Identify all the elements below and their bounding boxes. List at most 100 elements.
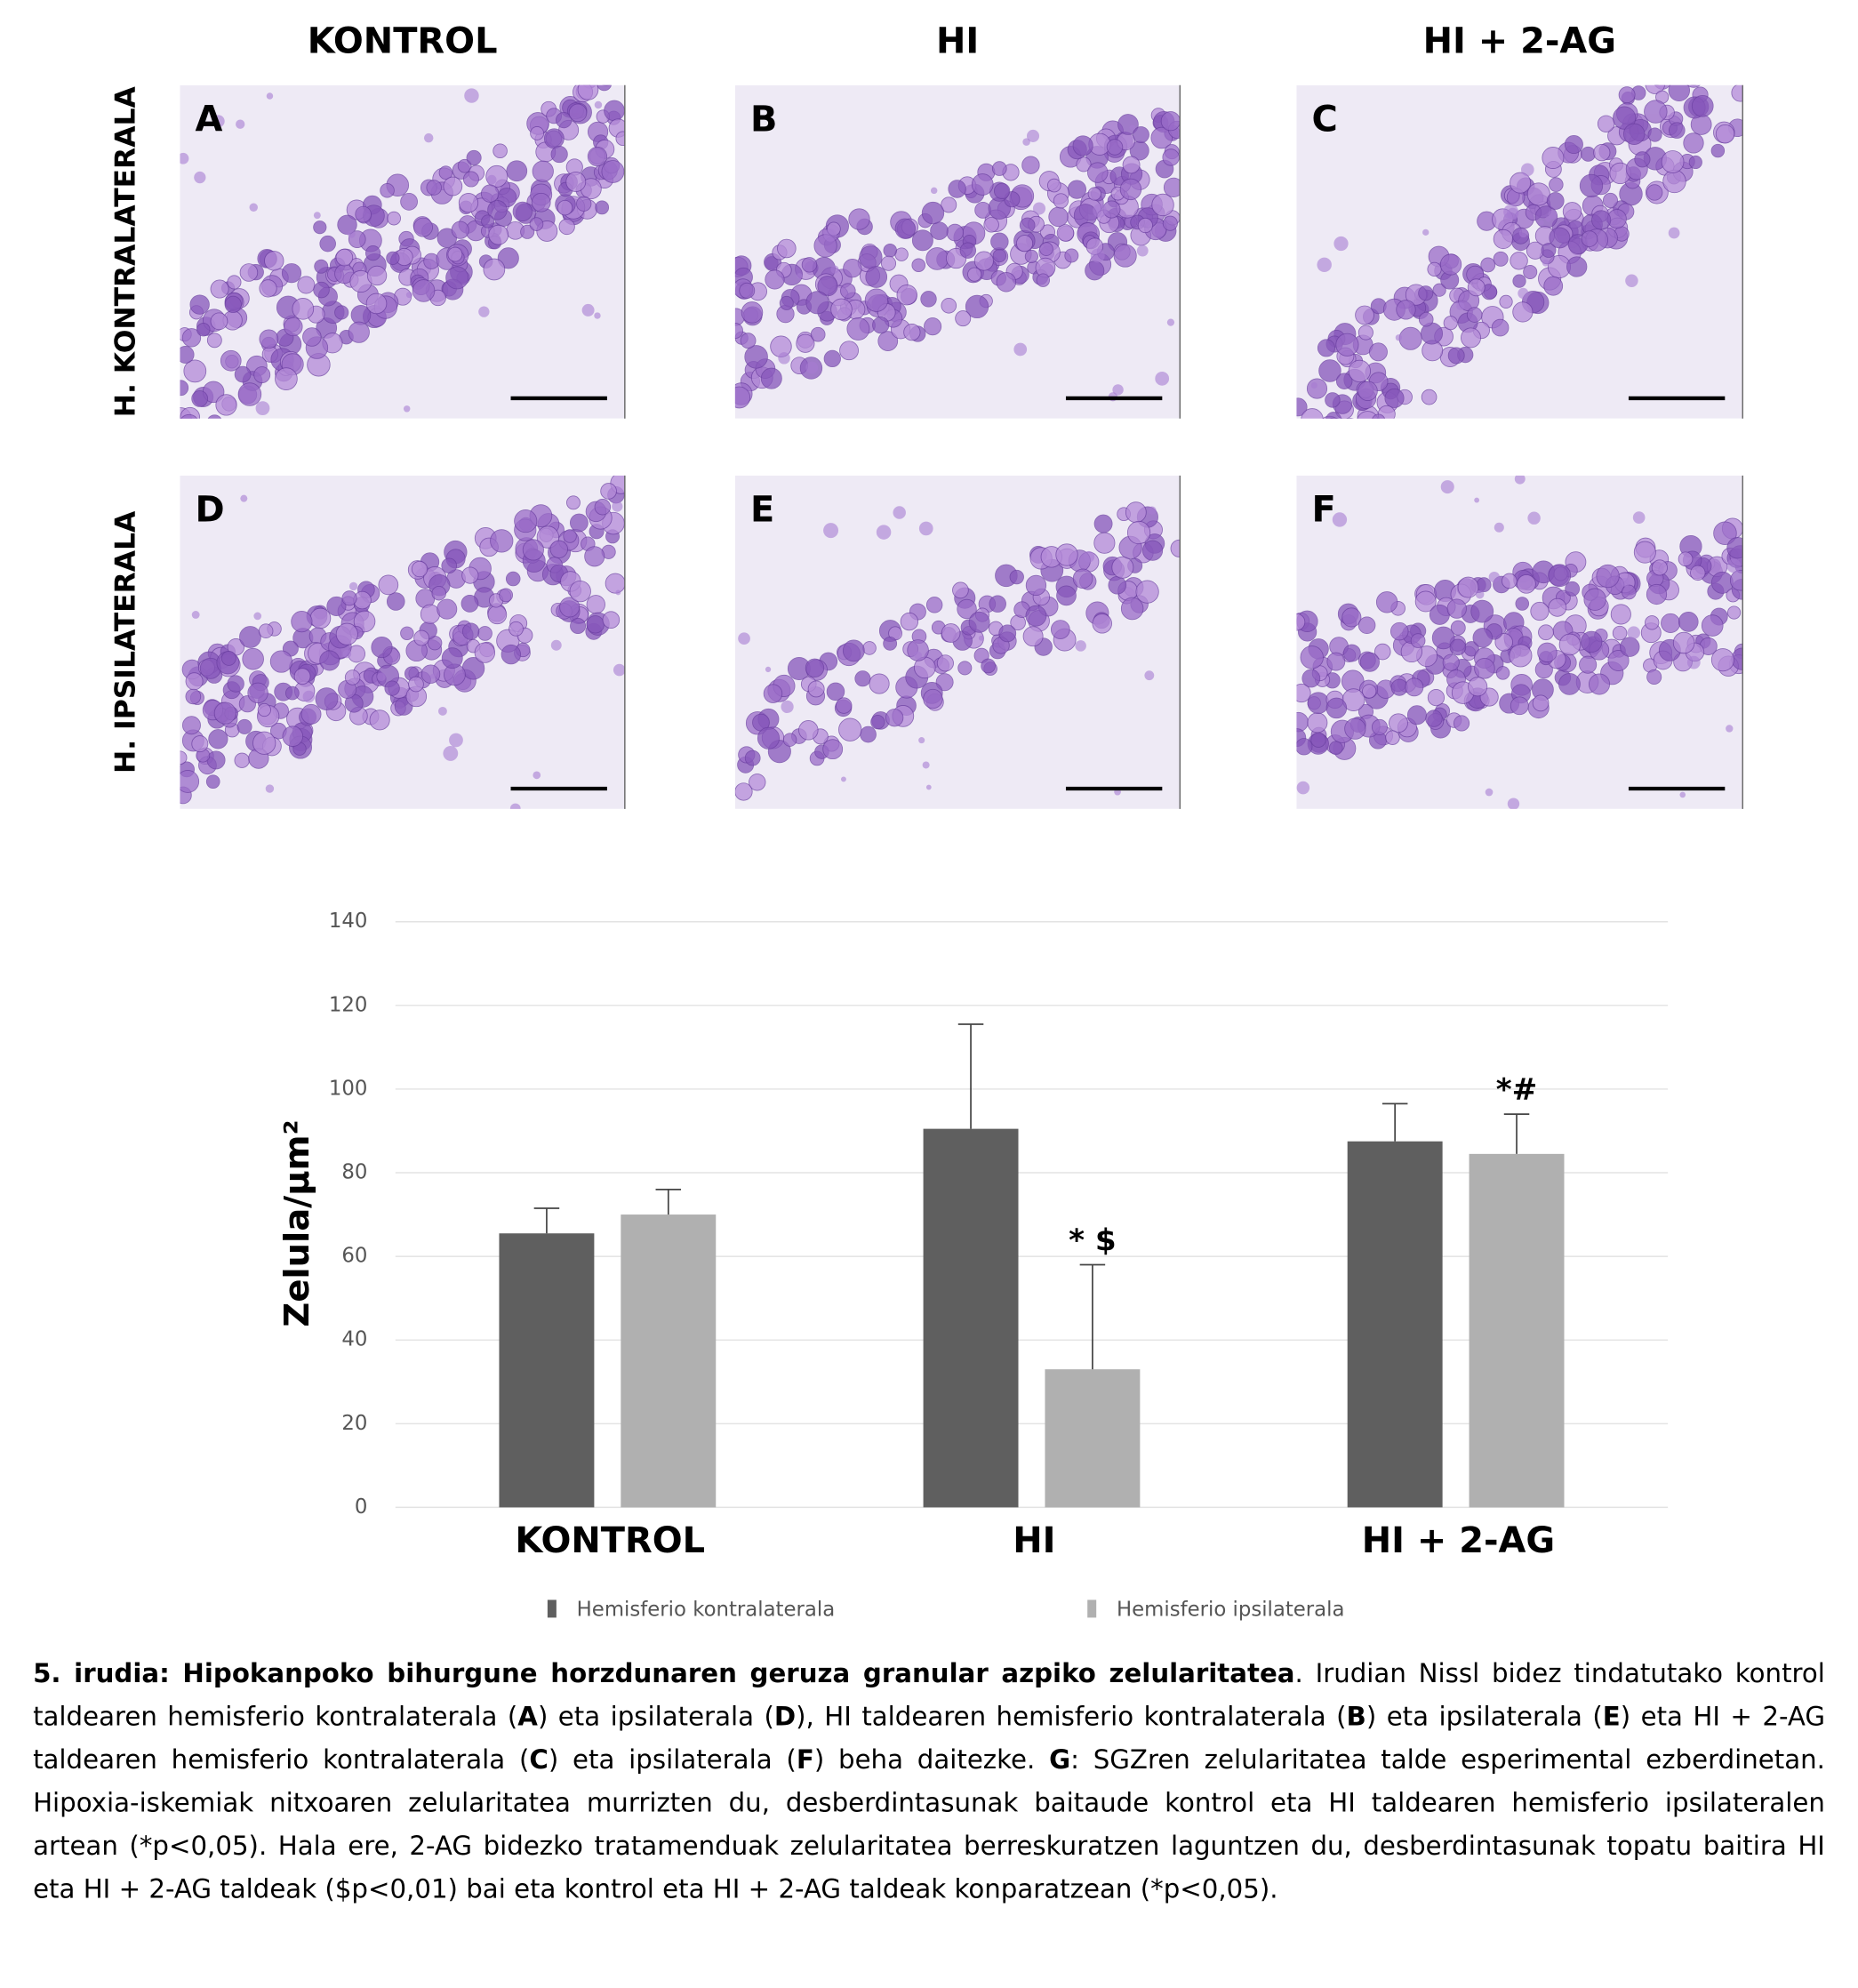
cell — [227, 275, 242, 290]
cell — [1357, 381, 1378, 402]
cell — [823, 228, 837, 242]
cell — [587, 146, 608, 167]
cell — [1333, 236, 1349, 252]
cell — [1515, 597, 1530, 611]
cell — [1056, 224, 1075, 242]
cell — [957, 598, 977, 620]
cell — [1306, 457, 1328, 479]
cell — [1368, 342, 1388, 362]
cell — [208, 729, 228, 750]
cell — [1443, 316, 1458, 331]
cell — [978, 635, 984, 641]
cell — [777, 238, 797, 259]
micrograph — [1296, 475, 1743, 809]
cell — [1013, 342, 1028, 357]
cell — [210, 312, 228, 331]
caption-run: ) beha daitezke. — [813, 1744, 1050, 1776]
cell — [1690, 565, 1706, 581]
cell — [1493, 251, 1509, 267]
cell — [205, 774, 220, 790]
cell — [1491, 318, 1510, 337]
cell — [377, 672, 386, 682]
cell — [566, 495, 581, 510]
cell — [1644, 100, 1668, 124]
cell — [1318, 359, 1341, 382]
cell — [1494, 522, 1504, 533]
cell — [734, 782, 753, 801]
y-tick-label: 100 — [329, 1077, 368, 1100]
significance-label: *# — [1496, 1072, 1538, 1108]
cell — [1627, 626, 1640, 639]
cell — [258, 623, 274, 638]
cell — [1373, 643, 1391, 661]
cell — [597, 84, 612, 92]
cell — [264, 251, 284, 271]
cell — [210, 279, 229, 299]
cell — [1317, 257, 1332, 273]
cell — [615, 131, 625, 147]
cell — [1093, 204, 1107, 218]
cell — [501, 644, 521, 665]
cell — [983, 217, 999, 233]
cell — [848, 208, 870, 230]
cell — [1507, 798, 1520, 809]
cell — [1647, 127, 1662, 142]
cell — [420, 604, 440, 624]
cell — [1126, 520, 1151, 545]
cell — [781, 700, 794, 714]
cell — [981, 658, 996, 674]
cell — [859, 245, 883, 269]
cell — [1512, 301, 1534, 323]
cell — [883, 243, 897, 258]
cell — [1593, 144, 1611, 162]
cell — [1144, 670, 1155, 681]
cell — [386, 251, 400, 265]
cell — [823, 349, 841, 368]
cell — [1022, 626, 1044, 647]
cell — [1612, 625, 1628, 641]
cell — [990, 232, 1009, 252]
cell — [1076, 156, 1092, 172]
cell — [1322, 415, 1337, 419]
cell — [1113, 244, 1137, 268]
cell — [313, 220, 327, 235]
caption-run: E — [1602, 1701, 1621, 1732]
cell — [1499, 294, 1513, 309]
cell — [1348, 359, 1371, 383]
cell — [461, 622, 480, 640]
cell — [1120, 597, 1144, 621]
cell — [862, 641, 877, 655]
column-header: HI — [936, 20, 979, 61]
cell — [378, 574, 399, 596]
cell — [1324, 426, 1341, 443]
legend-marker — [547, 1599, 557, 1618]
row-label: H. IPSILATERALA — [110, 510, 142, 774]
cell — [971, 173, 994, 196]
cell — [1025, 574, 1047, 597]
cell — [877, 331, 899, 351]
cell — [1562, 202, 1582, 221]
cell — [549, 540, 568, 558]
cell — [557, 199, 573, 216]
cell — [1686, 655, 1701, 669]
cell — [1542, 259, 1550, 267]
cell — [613, 663, 625, 677]
cell — [292, 298, 315, 320]
cell — [180, 345, 195, 364]
cell — [1025, 605, 1047, 627]
bar — [1347, 1141, 1443, 1508]
cell — [1405, 677, 1424, 697]
cell — [823, 523, 839, 539]
cell — [1296, 738, 1313, 756]
cell — [1645, 615, 1660, 630]
cell — [1485, 788, 1494, 797]
cell — [436, 598, 458, 620]
cell — [1296, 781, 1310, 795]
cell — [1355, 305, 1374, 325]
cell — [1032, 202, 1046, 215]
cell — [918, 521, 933, 536]
cell — [505, 571, 521, 587]
cell — [842, 639, 865, 662]
cell — [1296, 683, 1311, 703]
x-tick-label: HI — [1013, 1520, 1055, 1561]
